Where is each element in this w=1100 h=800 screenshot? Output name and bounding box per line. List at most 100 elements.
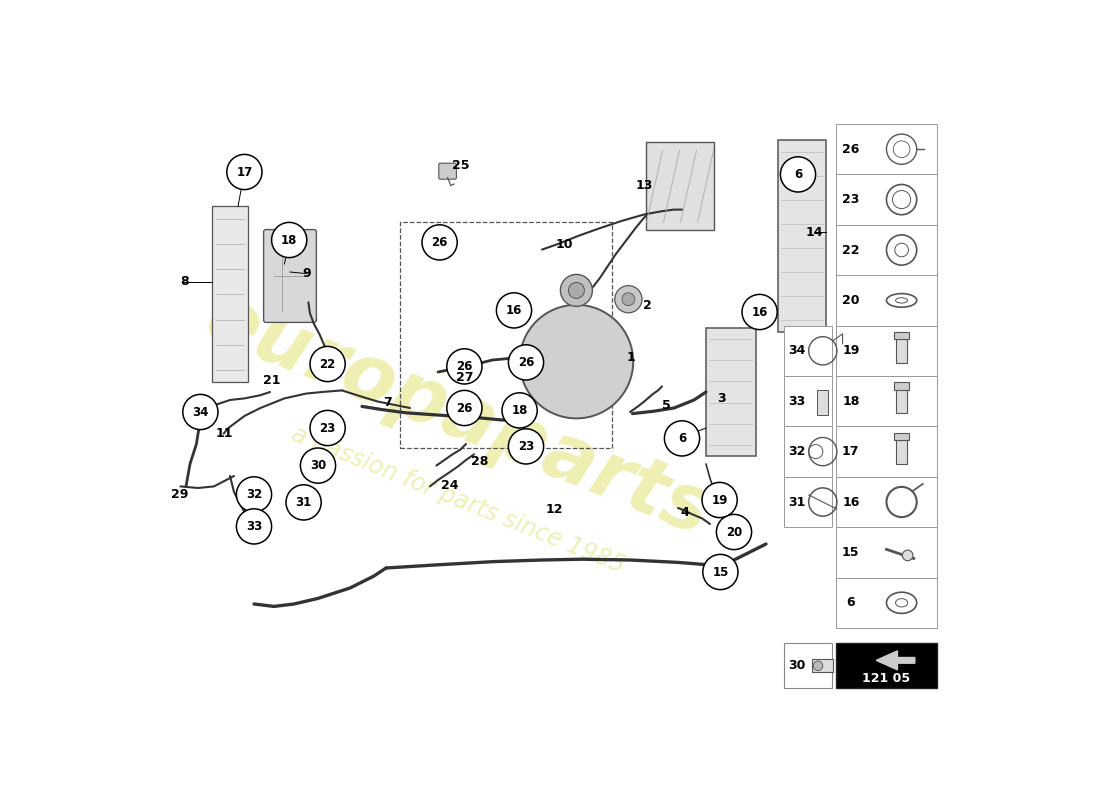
Text: 19: 19 [712,494,728,506]
Text: 28: 28 [471,455,488,468]
Text: 15: 15 [712,566,728,578]
Text: 5: 5 [662,399,671,412]
Text: 19: 19 [843,344,859,358]
Circle shape [286,485,321,520]
Bar [836,527,937,578]
Text: 18: 18 [843,394,859,408]
Text: 32: 32 [246,488,262,501]
Circle shape [894,243,909,257]
Text: 13: 13 [636,179,653,192]
Text: 16: 16 [506,304,522,317]
Circle shape [569,282,584,298]
Bar [836,124,937,174]
Circle shape [310,346,345,382]
Circle shape [560,274,593,306]
Ellipse shape [895,598,908,607]
Bar [894,332,910,339]
Text: 9: 9 [302,267,311,280]
Circle shape [703,554,738,590]
Text: 7: 7 [383,396,392,409]
Text: 31: 31 [296,496,311,509]
Text: 16: 16 [751,306,768,318]
Text: 22: 22 [319,358,336,370]
Text: 23: 23 [518,440,535,453]
Bar [894,433,910,440]
Bar [400,222,613,448]
Text: 20: 20 [726,526,742,538]
Text: 25: 25 [452,159,470,172]
Bar [783,326,832,376]
Circle shape [447,390,482,426]
Bar [836,174,937,225]
Bar [836,477,937,527]
Ellipse shape [895,298,908,303]
Bar [836,225,937,275]
Text: 26: 26 [431,236,448,249]
Text: 21: 21 [263,374,280,387]
Bar [783,426,832,477]
Circle shape [183,394,218,430]
Circle shape [615,286,642,313]
Text: 26: 26 [843,142,859,156]
Circle shape [236,477,272,512]
Text: 23: 23 [843,193,859,206]
Bar [836,578,937,628]
Bar [783,643,832,689]
Text: 17: 17 [843,445,859,458]
Text: a passion for parts since 1985: a passion for parts since 1985 [288,422,628,578]
Circle shape [447,349,482,384]
Circle shape [502,393,537,428]
Circle shape [621,293,635,306]
Text: 26: 26 [456,360,473,373]
Text: 27: 27 [455,371,473,384]
Circle shape [780,157,815,192]
Text: 30: 30 [310,459,326,472]
Text: 4: 4 [680,506,689,518]
Circle shape [716,514,751,550]
Bar [836,426,937,477]
Text: 20: 20 [843,294,859,307]
Bar [813,659,833,672]
Text: 121 05: 121 05 [862,672,911,685]
Circle shape [664,421,700,456]
Text: 3: 3 [717,392,726,405]
Bar [836,275,937,326]
Circle shape [310,410,345,446]
Text: 30: 30 [789,659,806,672]
Bar [817,390,828,415]
Text: 12: 12 [546,503,563,516]
Circle shape [813,661,823,670]
Text: 11: 11 [216,427,233,440]
Text: 24: 24 [441,479,459,492]
Bar [896,389,906,414]
Text: 18: 18 [280,234,297,246]
Text: 23: 23 [319,422,336,434]
Text: 26: 26 [518,356,535,369]
Circle shape [508,345,543,380]
Bar [836,376,937,426]
Text: 26: 26 [456,402,473,414]
Polygon shape [877,651,915,670]
Text: 34: 34 [789,344,806,358]
Bar [778,140,826,332]
Text: 6: 6 [794,168,802,181]
Bar [896,439,906,464]
Text: 29: 29 [170,488,188,501]
Text: 14: 14 [805,226,823,238]
Circle shape [227,154,262,190]
FancyBboxPatch shape [264,230,317,322]
Circle shape [742,294,778,330]
Text: 31: 31 [789,495,806,509]
Text: 2: 2 [644,299,652,312]
Circle shape [300,448,336,483]
Bar [783,477,832,527]
Circle shape [422,225,458,260]
FancyBboxPatch shape [439,163,456,179]
Text: 8: 8 [180,275,189,288]
Bar [646,142,714,230]
Text: 18: 18 [512,404,528,417]
Text: 33: 33 [789,394,806,408]
Text: 16: 16 [843,495,859,509]
Circle shape [496,293,531,328]
Circle shape [508,429,543,464]
